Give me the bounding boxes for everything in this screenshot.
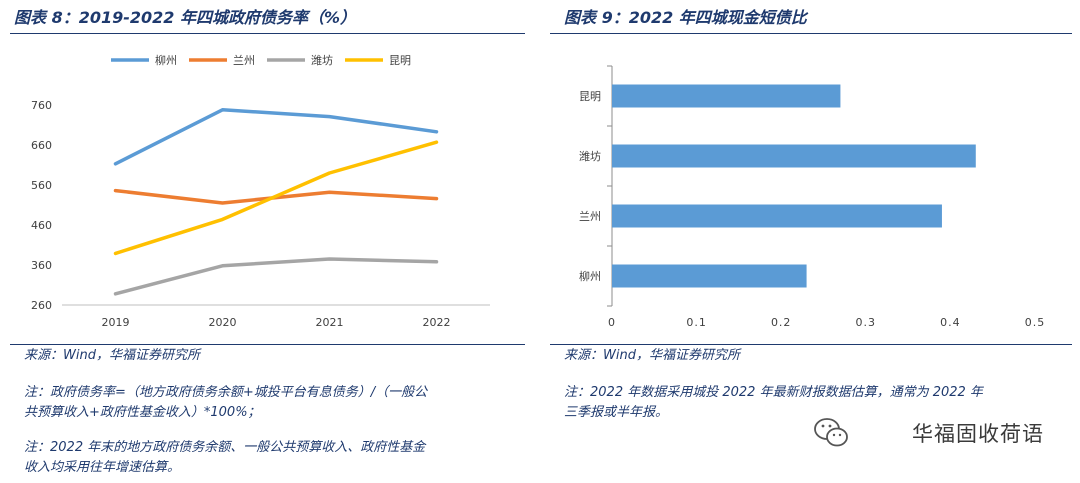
y-tick-label: 560 <box>31 179 52 192</box>
note-line: 注：2022 年数据采用城投 2022 年最新财报数据估算，通常为 2022 年 <box>564 385 983 400</box>
bar-兰州 <box>612 204 942 228</box>
source-note: 来源：Wind，华福证券研究所 <box>564 348 740 363</box>
legend-label: 昆明 <box>389 54 411 67</box>
y-tick-label: 260 <box>31 299 52 312</box>
legend-item: 兰州 <box>189 54 255 67</box>
debt-ratio-note: 注：政府债务率=（地方政府债务余额+城投平台有息债务）/（一般公 共预算收入+政… <box>24 383 524 423</box>
series-line-昆明 <box>113 140 439 256</box>
bar-潍坊 <box>612 144 976 168</box>
note-line: 注：2022 年末的地方政府债务余额、一般公共预算收入、政府性基金 <box>24 440 426 455</box>
y-tick-label: 760 <box>31 99 52 112</box>
y-tick-label: 360 <box>31 259 52 272</box>
y-tick-label: 660 <box>31 139 52 152</box>
note-line: 收入均采用往年增速估算。 <box>24 460 181 475</box>
chart9-title: 图表 9：2022 年四城现金短债比 <box>564 8 807 27</box>
source-note: 来源：Wind，华福证券研究所 <box>24 348 200 363</box>
x-tick-label: 2019 <box>102 316 130 329</box>
estimate-note: 注：2022 年末的地方政府债务余额、一般公共预算收入、政府性基金 收入均采用往… <box>24 438 524 478</box>
category-label: 潍坊 <box>579 149 601 163</box>
chart8-title: 图表 8：2019-2022 年四城政府债务率（%） <box>14 8 357 27</box>
source-rule <box>550 344 1072 345</box>
title-rule <box>550 33 1072 34</box>
line-chart: 柳州 兰州 潍坊 昆明 260 360 460 560 660 760 2019 2020 2021… <box>31 53 490 329</box>
source-rule <box>10 344 525 345</box>
legend-label: 兰州 <box>233 54 255 67</box>
legend-item: 潍坊 <box>267 53 333 67</box>
x-tick-label: 0.4 <box>940 316 961 329</box>
note-line: 共预算收入+政府性基金收入）*100%； <box>24 405 261 420</box>
legend-item: 昆明 <box>345 54 411 67</box>
x-tick-label: 0.1 <box>686 316 707 329</box>
watermark-text: 华福固收荷语 <box>912 422 1044 446</box>
wechat-icon <box>814 418 848 447</box>
category-label: 兰州 <box>579 210 601 223</box>
left-panel: 图表 8：2019-2022 年四城政府债务率（%） 柳州 兰州 潍坊 昆明 260 3… <box>0 0 530 483</box>
bar-柳州 <box>612 264 807 288</box>
note-line: 三季报或半年报。 <box>564 405 669 420</box>
x-tick-label: 0.5 <box>1025 316 1046 329</box>
legend-label: 潍坊 <box>311 53 333 67</box>
x-tick-label: 2021 <box>316 316 344 329</box>
note-line: 注：政府债务率=（地方政府债务余额+城投平台有息债务）/（一般公 <box>24 385 428 400</box>
category-label: 昆明 <box>579 90 601 103</box>
legend-item: 柳州 <box>111 53 177 67</box>
series-line-柳州 <box>113 108 439 166</box>
category-label: 柳州 <box>579 269 601 283</box>
bar-昆明 <box>612 84 841 108</box>
chart-legend: 柳州 兰州 潍坊 昆明 <box>111 53 411 67</box>
series-line-潍坊 <box>113 257 439 296</box>
x-tick-label: 0 <box>608 316 616 329</box>
right-panel: 图表 9：2022 年四城现金短债比 昆明潍坊兰州柳州 0 0.1 0.2 0.3 0.… <box>550 0 1080 483</box>
x-tick-label: 2022 <box>423 316 451 329</box>
x-tick-label: 0.2 <box>771 316 792 329</box>
y-tick-label: 460 <box>31 219 52 232</box>
title-rule <box>10 33 525 34</box>
x-tick-label: 2020 <box>209 316 237 329</box>
x-tick-label: 0.3 <box>856 316 877 329</box>
legend-label: 柳州 <box>155 53 177 67</box>
data-note: 注：2022 年数据采用城投 2022 年最新财报数据估算，通常为 2022 年… <box>564 383 1069 423</box>
